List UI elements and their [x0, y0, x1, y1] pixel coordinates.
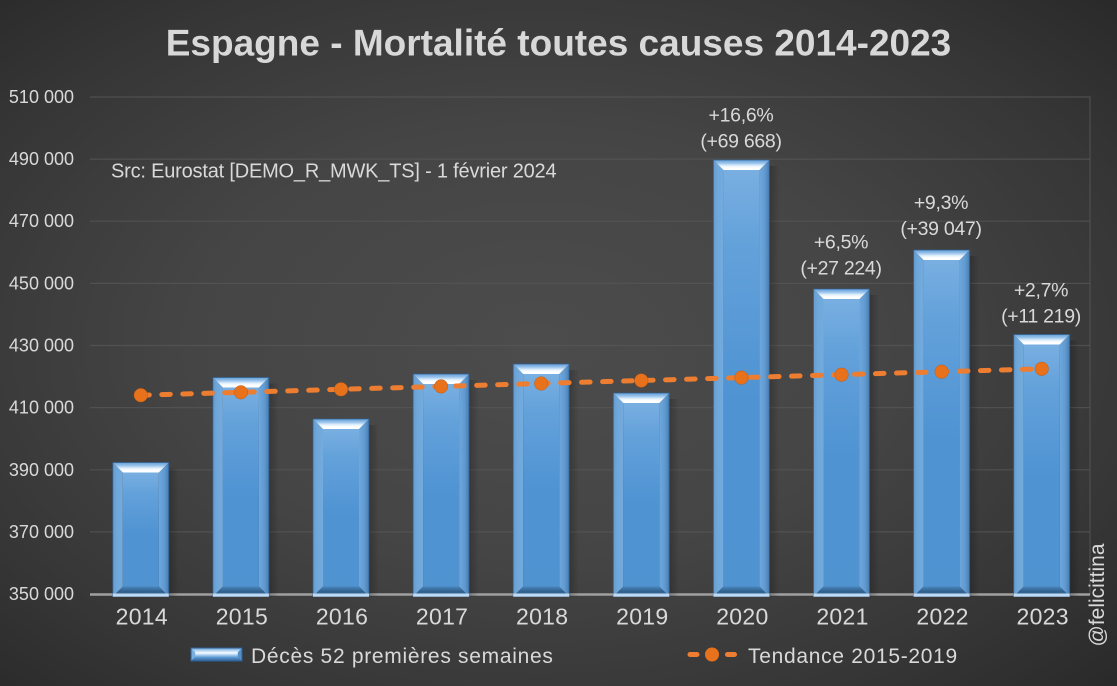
svg-text:(+27 224): (+27 224)	[800, 258, 881, 280]
svg-text:490 000: 490 000	[9, 149, 74, 169]
svg-text:(+69 668): (+69 668)	[700, 131, 781, 153]
svg-text:+16,6%: +16,6%	[709, 105, 774, 127]
svg-text:450 000: 450 000	[9, 273, 74, 293]
svg-text:410 000: 410 000	[9, 398, 74, 418]
svg-text:2017: 2017	[416, 604, 468, 630]
svg-text:Espagne - Mortalité toutes cau: Espagne - Mortalité toutes causes 2014-2…	[166, 23, 952, 64]
svg-text:Src: Eurostat [DEMO_R_MWK_TS]: Src: Eurostat [DEMO_R_MWK_TS] - 1 févrie…	[111, 161, 556, 183]
svg-text:2014: 2014	[116, 604, 168, 630]
svg-text:510 000: 510 000	[9, 87, 74, 107]
svg-text:+2,7%: +2,7%	[1014, 280, 1068, 302]
svg-text:370 000: 370 000	[9, 522, 74, 542]
svg-text:390 000: 390 000	[9, 460, 74, 480]
svg-text:2023: 2023	[1017, 604, 1069, 630]
svg-text:350 000: 350 000	[9, 584, 74, 604]
svg-text:430 000: 430 000	[9, 336, 74, 356]
svg-text:470 000: 470 000	[9, 211, 74, 231]
svg-text:2019: 2019	[616, 604, 668, 630]
svg-text:Décès 52 premières semaines: Décès 52 premières semaines	[251, 645, 554, 668]
svg-text:2016: 2016	[316, 604, 368, 630]
svg-text:@felicittina: @felicittina	[1086, 543, 1109, 646]
svg-text:2018: 2018	[516, 604, 568, 630]
svg-text:Tendance 2015-2019: Tendance 2015-2019	[748, 645, 958, 668]
svg-text:2015: 2015	[216, 604, 268, 630]
svg-text:2021: 2021	[816, 604, 868, 630]
svg-text:(+39 047): (+39 047)	[900, 218, 981, 240]
svg-text:+9,3%: +9,3%	[914, 192, 968, 214]
svg-text:+6,5%: +6,5%	[814, 232, 868, 254]
svg-text:2022: 2022	[916, 604, 968, 630]
svg-text:(+11 219): (+11 219)	[1001, 306, 1081, 328]
svg-text:2020: 2020	[716, 604, 768, 630]
